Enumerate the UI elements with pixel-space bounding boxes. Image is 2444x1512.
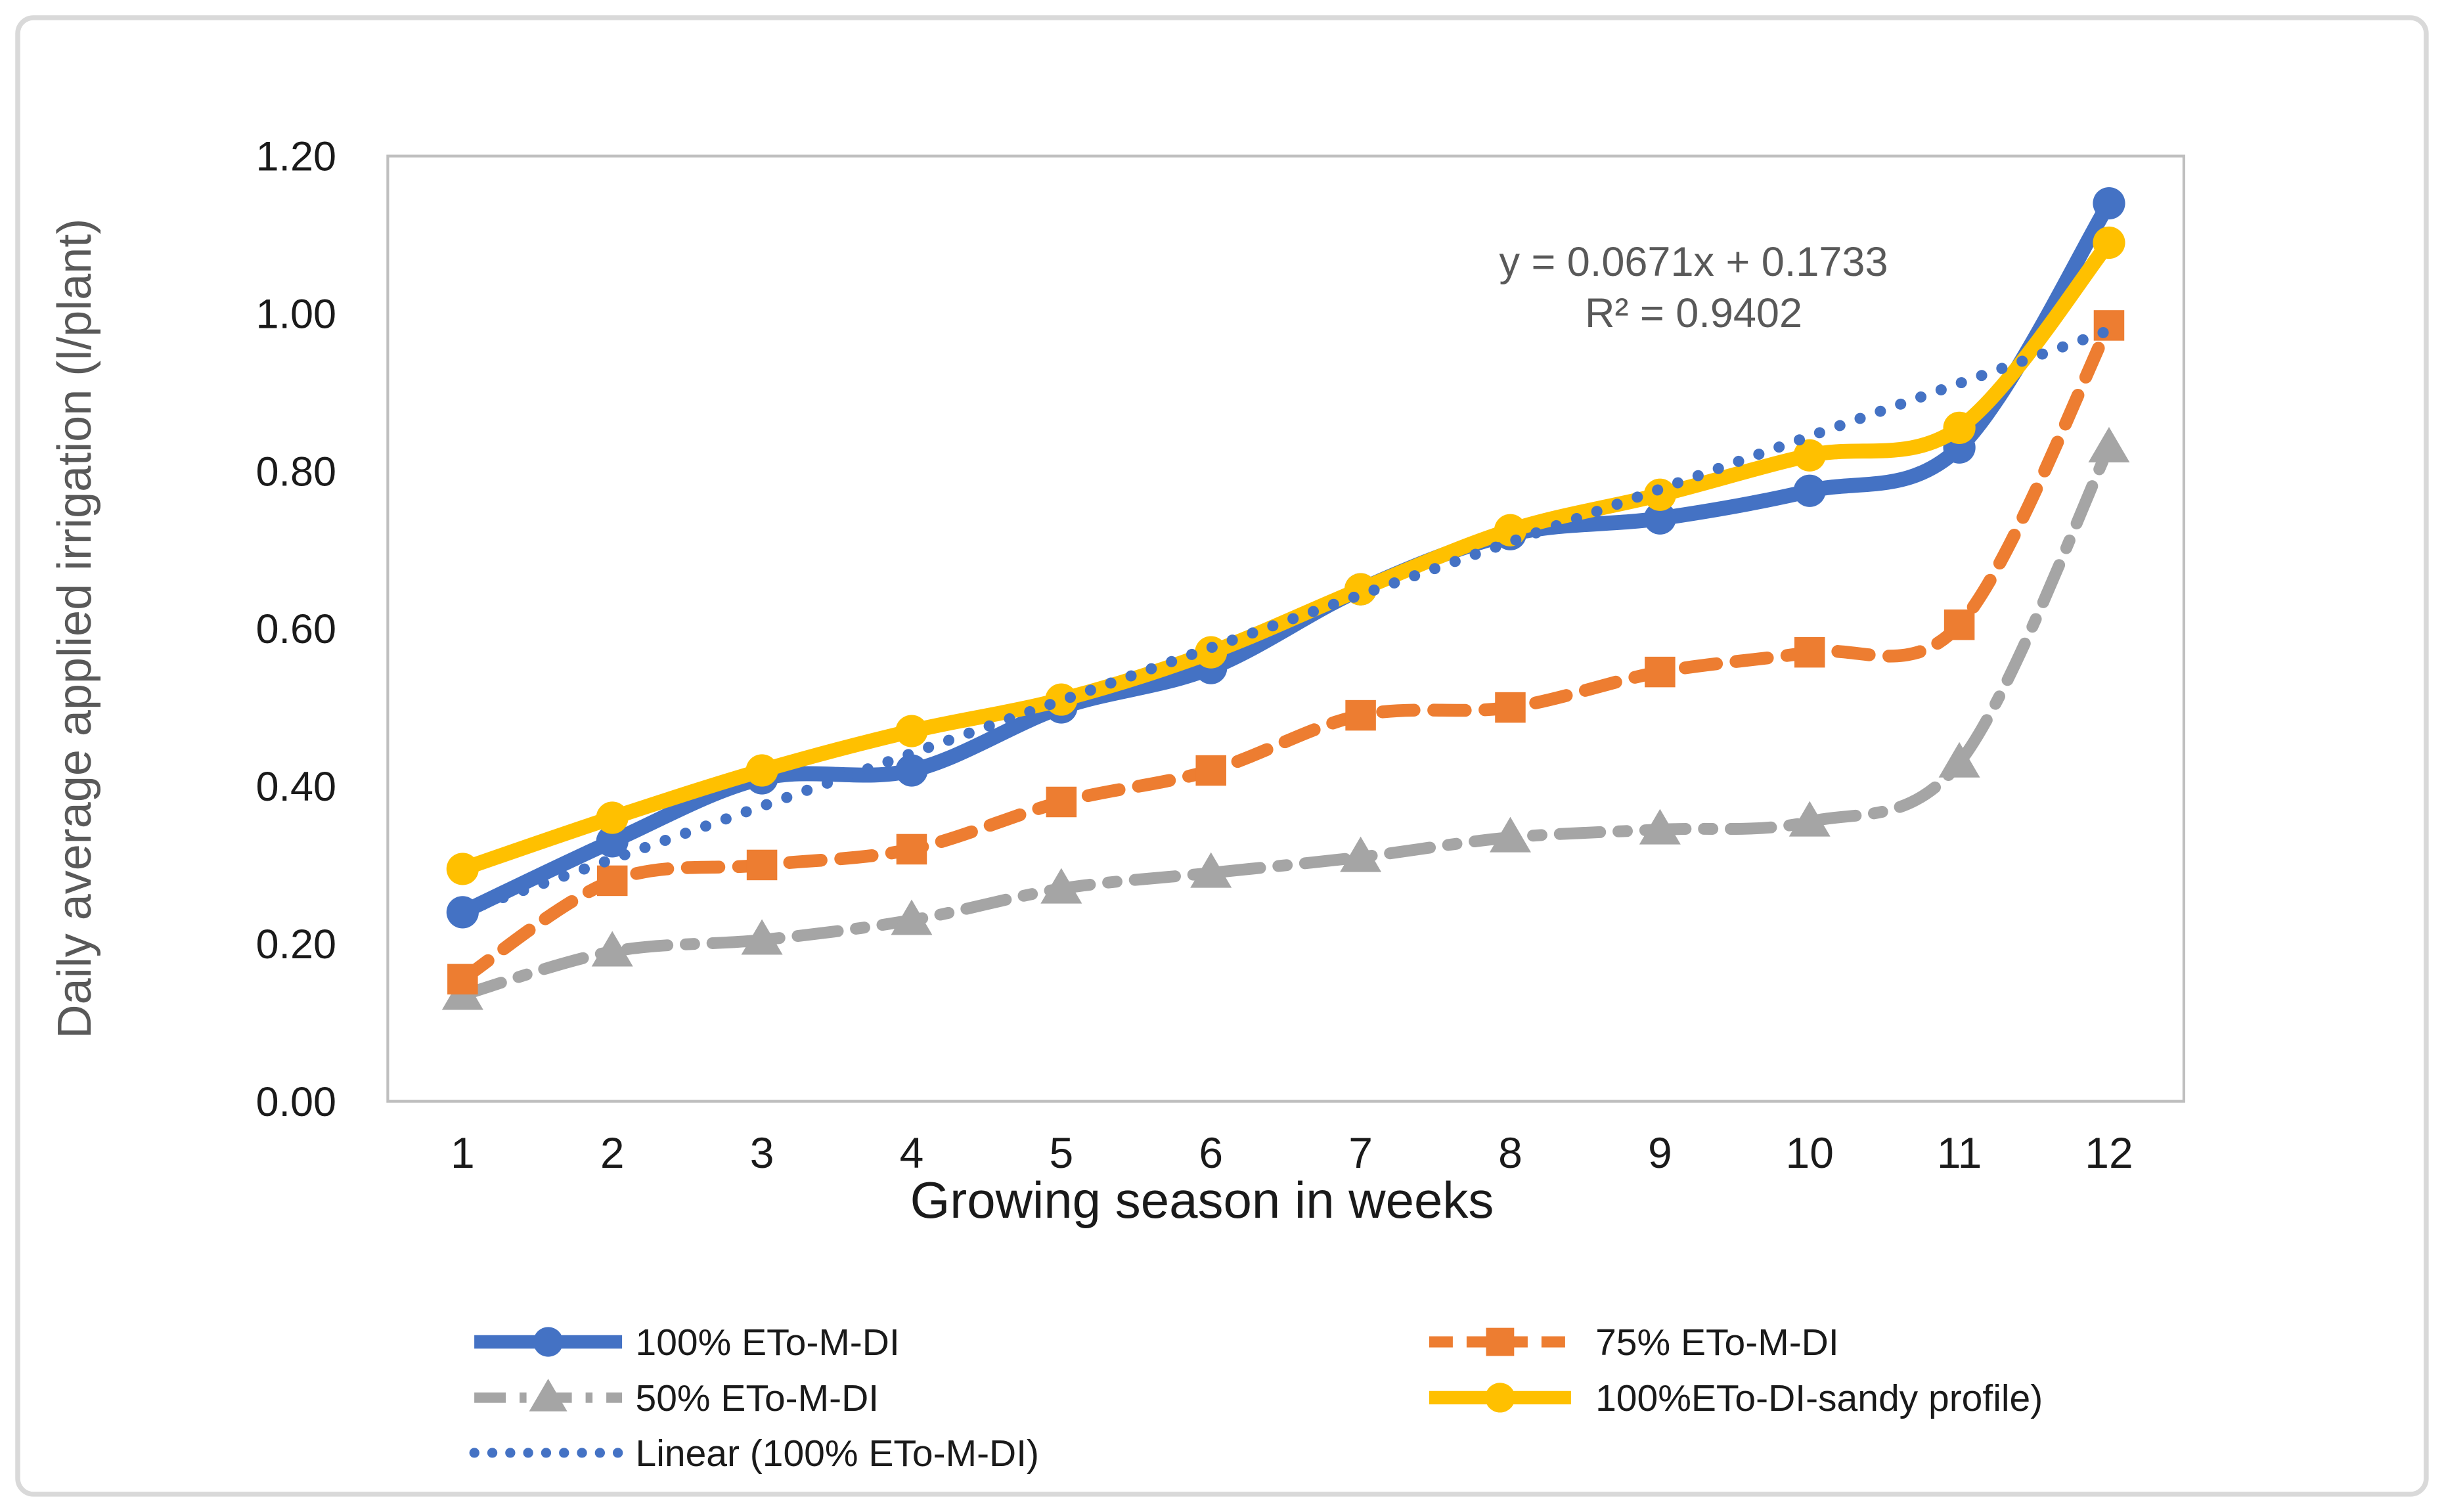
legend-item: 100% ETo-M-DI bbox=[474, 1322, 900, 1364]
data-point-marker bbox=[745, 754, 778, 787]
data-point-marker bbox=[446, 853, 479, 885]
y-tick-label: 1.20 bbox=[256, 134, 336, 180]
trend-equation-label: y = 0.0671x + 0.1733 bbox=[1500, 239, 1888, 285]
data-point-marker bbox=[533, 1327, 564, 1357]
series-layer bbox=[441, 187, 2130, 1010]
data-point-marker bbox=[1486, 1327, 1515, 1356]
x-tick-label: 6 bbox=[1199, 1128, 1223, 1177]
y-axis-title: Daily average applied irrigation (l/plan… bbox=[49, 219, 101, 1039]
data-point-marker bbox=[1345, 700, 1376, 731]
y-axis-tick-labels: 0.00 0.20 0.40 0.60 0.80 1.00 1.20 bbox=[256, 134, 336, 1125]
y-tick-label: 0.40 bbox=[256, 764, 336, 810]
data-point-marker bbox=[596, 865, 628, 897]
series-50-eto-m-di bbox=[441, 427, 2130, 1010]
x-axis-title: Growing season in weeks bbox=[910, 1171, 1494, 1229]
x-tick-label: 8 bbox=[1498, 1128, 1522, 1177]
data-point-marker bbox=[447, 964, 478, 995]
data-point-marker bbox=[1489, 816, 1531, 853]
data-point-marker bbox=[1794, 636, 1825, 668]
data-point-marker bbox=[1340, 836, 1382, 872]
trend-line bbox=[456, 324, 2115, 918]
x-tick-label: 7 bbox=[1348, 1128, 1373, 1177]
data-point-marker bbox=[2093, 187, 2125, 220]
legend-label: 100% ETo-M-DI bbox=[636, 1322, 900, 1364]
x-tick-label: 2 bbox=[600, 1128, 625, 1177]
data-point-marker bbox=[1485, 1383, 1515, 1413]
data-point-marker bbox=[1495, 692, 1526, 723]
plot-area-border bbox=[386, 154, 2186, 1103]
x-tick-label: 5 bbox=[1049, 1128, 1073, 1177]
data-point-marker bbox=[1944, 609, 1975, 640]
legend-label: 100%ETo-DI-sandy profile) bbox=[1595, 1377, 2043, 1419]
data-point-marker bbox=[591, 931, 633, 967]
data-point-marker bbox=[746, 849, 778, 881]
data-point-marker bbox=[1195, 755, 1226, 786]
data-point-marker bbox=[2088, 427, 2130, 463]
legend-item: Linear (100% ETo-M-DI) bbox=[469, 1433, 1040, 1475]
data-point-marker bbox=[596, 825, 629, 858]
data-point-marker bbox=[1789, 801, 1831, 837]
data-point-marker bbox=[1190, 852, 1232, 888]
x-tick-label: 10 bbox=[1786, 1128, 1834, 1177]
series-linear-100-eto-m-di- bbox=[456, 324, 2115, 918]
data-point-marker bbox=[529, 1379, 567, 1412]
legend-label: 50% ETo-M-DI bbox=[636, 1377, 879, 1419]
data-point-marker bbox=[2093, 226, 2125, 259]
data-point-marker bbox=[1793, 474, 1826, 507]
data-point-marker bbox=[1040, 868, 1082, 904]
legend-item: 50% ETo-M-DI bbox=[474, 1377, 879, 1419]
y-tick-label: 0.60 bbox=[256, 606, 336, 652]
y-tick-label: 0.00 bbox=[256, 1079, 336, 1125]
data-point-marker bbox=[1793, 439, 1826, 472]
data-point-marker bbox=[891, 899, 933, 935]
y-tick-label: 1.00 bbox=[256, 292, 336, 338]
x-axis-tick-labels: 1 2 3 4 5 6 7 8 9 10 11 12 bbox=[451, 1128, 2133, 1177]
legend: 100% ETo-M-DI 50% ETo-M-DI Linear (100% ET… bbox=[469, 1322, 2043, 1475]
legend-item: 100%ETo-DI-sandy profile) bbox=[1429, 1377, 2043, 1419]
y-tick-label: 0.80 bbox=[256, 449, 336, 495]
data-point-marker bbox=[1046, 786, 1077, 818]
x-tick-label: 9 bbox=[1648, 1128, 1672, 1177]
y-tick-label: 0.20 bbox=[256, 922, 336, 967]
data-point-marker bbox=[1938, 742, 1980, 778]
legend-item: 75% ETo-M-DI bbox=[1429, 1322, 1839, 1364]
data-point-marker bbox=[2093, 310, 2125, 341]
data-point-marker bbox=[895, 754, 928, 787]
data-point-marker bbox=[895, 715, 928, 747]
data-point-marker bbox=[1494, 514, 1527, 546]
legend-label: 75% ETo-M-DI bbox=[1595, 1322, 1839, 1364]
series-75-eto-m-di bbox=[447, 310, 2125, 995]
data-point-marker bbox=[741, 919, 783, 955]
data-point-marker bbox=[896, 834, 927, 865]
legend-label: Linear (100% ETo-M-DI) bbox=[636, 1433, 1040, 1475]
data-point-marker bbox=[1643, 502, 1676, 535]
x-tick-label: 11 bbox=[1937, 1128, 1982, 1177]
x-tick-label: 1 bbox=[451, 1128, 475, 1177]
data-point-marker bbox=[1639, 809, 1681, 845]
data-point-marker bbox=[596, 801, 629, 834]
x-tick-label: 3 bbox=[750, 1128, 774, 1177]
data-point-marker bbox=[1645, 656, 1676, 688]
trend-r-squared-label: R² = 0.9402 bbox=[1585, 290, 1802, 336]
x-tick-label: 4 bbox=[900, 1128, 924, 1177]
x-tick-label: 12 bbox=[2085, 1128, 2133, 1177]
data-point-marker bbox=[1943, 411, 1976, 444]
